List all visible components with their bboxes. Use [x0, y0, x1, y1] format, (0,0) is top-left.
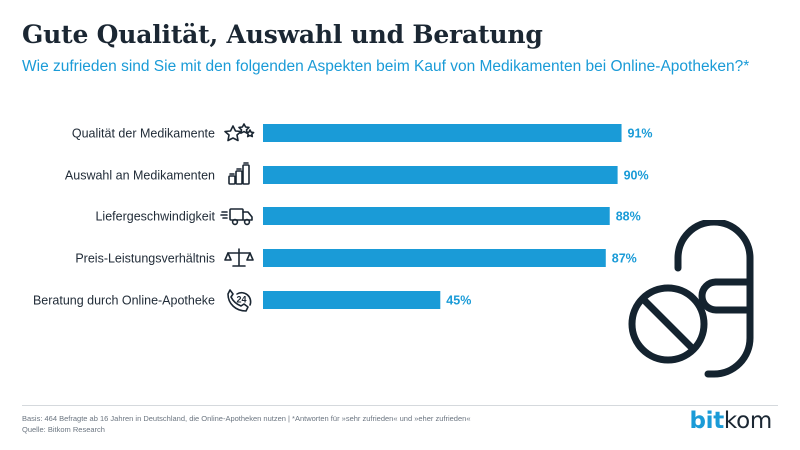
- value-label: 87%: [612, 252, 637, 266]
- stars-icon: [224, 123, 255, 142]
- pill-bottles-icon: [228, 162, 250, 185]
- scales-icon: [224, 248, 254, 267]
- footnote-source: Quelle: Bitkom Research: [22, 425, 105, 434]
- category-icons: 24: [220, 123, 255, 312]
- value-label: 88%: [616, 210, 641, 224]
- category-label: Auswahl an Medikamenten: [65, 169, 215, 183]
- bar: [263, 207, 610, 225]
- value-label: 90%: [624, 169, 649, 183]
- value-labels: 91% 90% 88% 87% 45%: [446, 127, 652, 308]
- chart-title: Gute Qualität, Auswahl und Beratung: [22, 20, 543, 49]
- category-labels: Qualität der Medikamente Auswahl an Medik…: [33, 127, 216, 308]
- value-label: 91%: [628, 127, 653, 141]
- bars: [263, 124, 622, 309]
- footnote-basis: Basis: 464 Befragte ab 16 Jahren in Deut…: [22, 414, 471, 423]
- delivery-truck-icon: [220, 208, 253, 226]
- bar: [263, 166, 618, 184]
- svg-text:24: 24: [236, 295, 246, 305]
- phone-24h-icon: 24: [227, 289, 252, 312]
- bar: [263, 124, 622, 142]
- bitkom-logo: bitkom: [689, 408, 772, 434]
- category-label: Preis-Leistungsverhältnis: [75, 252, 215, 266]
- bar-chart: Qualität der Medikamente Auswahl an Medik…: [33, 123, 653, 312]
- category-label: Qualität der Medikamente: [72, 127, 215, 141]
- bar: [263, 291, 441, 309]
- logo-part-kom: kom: [723, 408, 772, 434]
- chart-subtitle: Wie zufrieden sind Sie mit den folgenden…: [22, 58, 750, 75]
- footer-divider: [22, 405, 778, 406]
- value-label: 45%: [446, 294, 471, 308]
- medication-capsule-illustration: [628, 220, 754, 378]
- category-label: Beratung durch Online-Apotheke: [33, 294, 215, 308]
- logo-part-bit: bit: [689, 408, 724, 434]
- category-label: Liefergeschwindigkeit: [95, 210, 215, 224]
- bar: [263, 249, 606, 267]
